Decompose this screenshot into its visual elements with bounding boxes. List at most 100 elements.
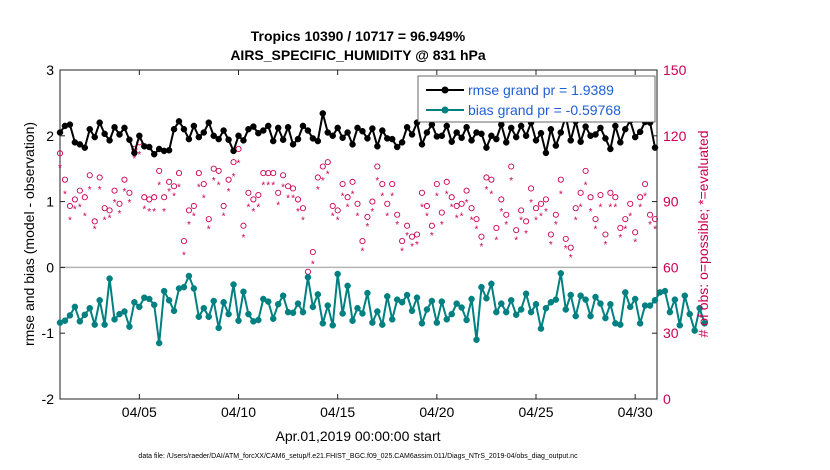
obs-possible-point bbox=[195, 170, 202, 177]
rmse-point bbox=[324, 129, 332, 136]
obs-evaluated-point: * bbox=[509, 176, 513, 187]
bias-point bbox=[195, 313, 203, 320]
bias-point bbox=[636, 320, 644, 327]
rmse-point bbox=[577, 138, 584, 145]
obs-evaluated-point: * bbox=[167, 187, 171, 198]
obs-evaluated-point: * bbox=[123, 187, 127, 198]
obs-possible-point bbox=[622, 216, 629, 223]
bias-point bbox=[651, 297, 659, 304]
bias-point bbox=[463, 316, 470, 324]
obs-evaluated-point: * bbox=[177, 183, 181, 194]
rmse-point bbox=[453, 129, 460, 136]
x-tick-label: 04/25 bbox=[518, 404, 553, 420]
bias-point bbox=[458, 304, 465, 311]
obs-evaluated-point: * bbox=[460, 211, 464, 222]
bias-point bbox=[448, 310, 455, 318]
bias-point bbox=[294, 300, 302, 307]
obs-evaluated-point: * bbox=[256, 202, 260, 213]
rmse-point bbox=[488, 132, 495, 140]
bias-point bbox=[225, 310, 232, 318]
bias-point bbox=[592, 293, 599, 301]
obs-evaluated-point: * bbox=[465, 198, 469, 209]
bias-point bbox=[165, 297, 173, 304]
bias-point bbox=[364, 289, 371, 297]
bias-point bbox=[205, 313, 213, 320]
obs-evaluated-point: * bbox=[98, 185, 102, 196]
obs-possible-point bbox=[473, 216, 480, 223]
obs-evaluated-point: * bbox=[470, 216, 474, 227]
obs-evaluated-point: * bbox=[137, 150, 141, 161]
obs-possible-point bbox=[374, 163, 381, 170]
obs-evaluated-point: * bbox=[281, 183, 285, 194]
bias-point bbox=[512, 311, 520, 319]
obs-evaluated-point: * bbox=[410, 242, 414, 253]
bias-point bbox=[691, 327, 698, 334]
obs-evaluated-point: * bbox=[147, 207, 151, 218]
rmse-point bbox=[354, 124, 361, 132]
obs-evaluated-point: * bbox=[232, 172, 236, 183]
bias-point bbox=[86, 304, 94, 312]
obs-possible-point bbox=[557, 176, 564, 183]
rmse-point bbox=[597, 124, 604, 132]
left-y-tick-label: 2 bbox=[46, 128, 54, 144]
obs-evaluated-point: * bbox=[514, 235, 518, 246]
obs-evaluated-point: * bbox=[127, 198, 131, 209]
obs-possible-point bbox=[537, 200, 545, 207]
right-y-tick-label: 90 bbox=[663, 194, 679, 210]
obs-possible-point bbox=[592, 216, 599, 223]
x-axis-label: Apr.01,2019 00:00:00 start bbox=[275, 428, 440, 444]
bias-point bbox=[230, 281, 237, 288]
rmse-point bbox=[517, 122, 525, 130]
rmse-point bbox=[537, 129, 545, 137]
rmse-point bbox=[582, 123, 589, 130]
rmse-point bbox=[418, 141, 426, 148]
rmse-point bbox=[567, 137, 574, 144]
obs-possible-point bbox=[607, 189, 614, 196]
bias-point bbox=[577, 292, 584, 299]
bias-point bbox=[557, 270, 565, 277]
bias-point bbox=[483, 295, 490, 302]
right-y-tick-label: 120 bbox=[663, 128, 687, 144]
obs-evaluated-point: * bbox=[197, 183, 201, 194]
bias-point bbox=[155, 339, 163, 347]
bias-point bbox=[631, 295, 639, 303]
bias-point bbox=[542, 304, 550, 312]
obs-evaluated-point: * bbox=[594, 224, 598, 235]
legend-bias-label: bias grand pr = -0.59768 bbox=[468, 102, 621, 118]
obs-evaluated-point: * bbox=[162, 207, 166, 218]
rmse-point bbox=[438, 132, 446, 140]
obs-evaluated-point: * bbox=[246, 202, 250, 213]
obs-possible-point bbox=[111, 187, 118, 194]
rmse-point bbox=[294, 135, 302, 143]
rmse-point bbox=[478, 130, 485, 138]
bias-point bbox=[324, 302, 332, 309]
obs-possible-point bbox=[220, 202, 227, 210]
obs-possible-point bbox=[518, 207, 525, 214]
x-tick-label: 04/30 bbox=[618, 404, 653, 420]
y-axis-label-right: # of obs: o=possible; *=evaluated bbox=[695, 130, 711, 337]
obs-evaluated-point: * bbox=[251, 207, 255, 218]
rmse-point bbox=[428, 121, 436, 128]
obs-possible-point bbox=[463, 187, 470, 194]
obs-possible-point bbox=[389, 181, 396, 188]
obs-evaluated-point: * bbox=[212, 176, 216, 187]
bias-point bbox=[111, 316, 118, 323]
obs-evaluated-point: * bbox=[301, 216, 305, 227]
obs-evaluated-point: * bbox=[524, 229, 528, 240]
bias-point bbox=[71, 303, 79, 311]
obs-evaluated-point: * bbox=[519, 216, 523, 227]
bias-point bbox=[547, 299, 555, 306]
bias-point bbox=[299, 308, 307, 316]
obs-evaluated-point: * bbox=[68, 216, 72, 227]
bias-point bbox=[686, 310, 693, 318]
obs-possible-point bbox=[349, 178, 356, 185]
obs-evaluated-point: * bbox=[529, 198, 533, 209]
obs-evaluated-point: * bbox=[172, 192, 176, 203]
bias-point bbox=[66, 312, 74, 319]
left-y-tick-label: 0 bbox=[46, 259, 54, 275]
obs-possible-point bbox=[329, 202, 336, 210]
bias-point bbox=[61, 317, 69, 324]
obs-evaluated-point: * bbox=[480, 242, 484, 253]
obs-possible-point bbox=[443, 178, 450, 185]
bias-point bbox=[374, 308, 381, 315]
